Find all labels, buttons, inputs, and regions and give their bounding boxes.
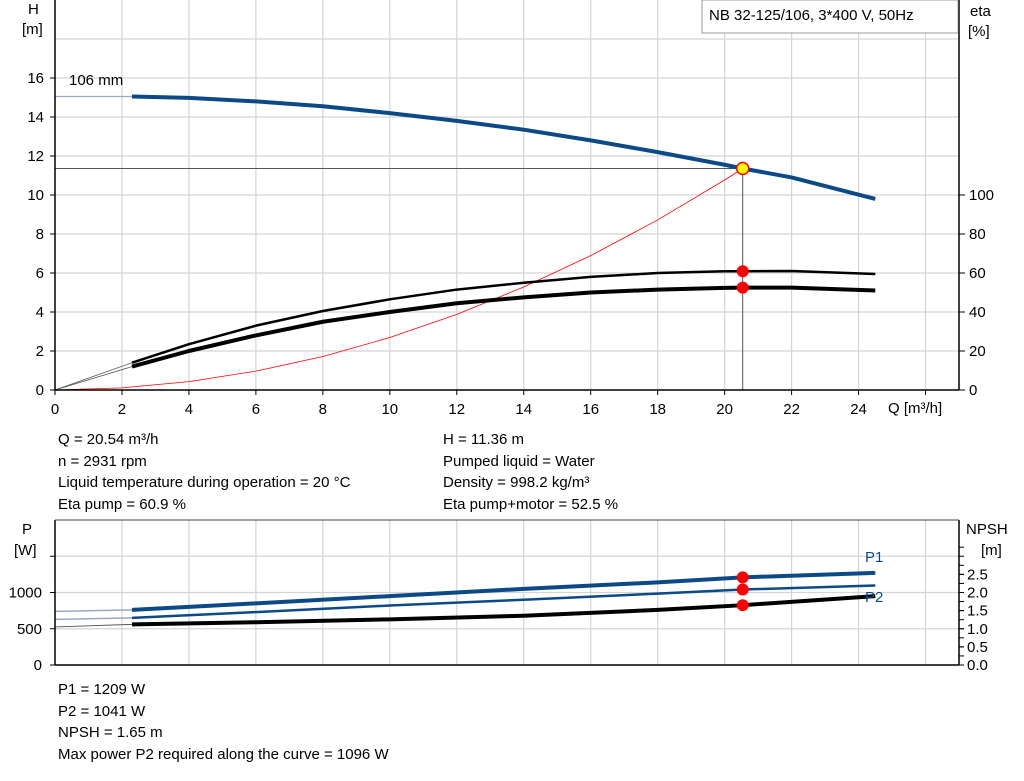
eta-pump-motor-duty-marker xyxy=(736,281,749,294)
npsh-tick-label: 0.5 xyxy=(967,639,988,656)
eta-pump-duty-marker xyxy=(736,265,749,278)
top-grid xyxy=(55,0,959,390)
q-axis-label: Q [m³/h] xyxy=(888,400,942,417)
info-liquid: Pumped liquid = Water xyxy=(443,452,595,470)
info-npsh: NPSH = 1.65 m xyxy=(58,724,163,741)
p1-duty-marker xyxy=(736,571,749,584)
npsh-axis-label: NPSH xyxy=(966,521,1008,538)
axes: 0 2 4 6 8 10 12 14 16 18 20 22 240246810121416020406… xyxy=(9,0,994,674)
eta-tick-label: 100 xyxy=(969,187,994,204)
info-eta-pump-motor: Eta pump+motor = 52.5 % xyxy=(443,495,619,513)
p-tick-label: 1000 xyxy=(9,585,42,602)
eta-tick-label: 20 xyxy=(969,343,986,360)
p2-extension xyxy=(54,617,133,621)
p-tick-label: 500 xyxy=(17,621,42,638)
x-tick-label: 14 xyxy=(515,401,532,418)
eta-tick-label: 80 xyxy=(969,226,986,243)
eta-tick-label: 40 xyxy=(969,304,986,321)
p2-series-label: P2 xyxy=(865,589,883,606)
x-tick-label: 20 xyxy=(716,401,733,418)
eta-axis-unit: [%] xyxy=(968,23,990,40)
info-p1: P1 = 1209 W xyxy=(58,681,146,698)
p1-extension xyxy=(54,609,133,613)
info-top-left: Q = 20.54 m³/h n = 2931 rpm Liquid tempe… xyxy=(58,429,350,515)
x-tick-label: 12 xyxy=(448,401,465,418)
impeller-label: 106 mm xyxy=(69,72,123,89)
x-tick-label: 0 xyxy=(51,401,59,418)
p-tick-label: 0 xyxy=(34,657,42,674)
head-duty-marker xyxy=(735,161,750,176)
h-tick-label: 0 xyxy=(36,382,44,399)
x-tick-label: 24 xyxy=(850,401,867,418)
npsh-axis-unit: [m] xyxy=(981,542,1002,559)
info-p2: P2 = 1041 W xyxy=(58,702,146,720)
title-box: NB 32-125/106, 3*400 V, 50Hz xyxy=(701,0,959,34)
info-top-right: H = 11.36 m Pumped liquid = Water Densit… xyxy=(443,429,618,515)
h-tick-label: 12 xyxy=(27,148,44,165)
x-tick-label: 6 xyxy=(252,401,260,418)
npsh-tick-label: 2.0 xyxy=(967,585,988,602)
chart-marks xyxy=(54,94,876,628)
x-tick-label: 22 xyxy=(783,401,800,418)
eta-tick-label: 60 xyxy=(969,265,986,282)
info-speed: n = 2931 rpm xyxy=(58,452,147,470)
p-axis-label: P xyxy=(22,521,32,538)
head-curve xyxy=(131,94,876,201)
eta-pump-motor-curve xyxy=(131,285,876,369)
h-tick-label: 10 xyxy=(27,187,44,204)
chart-title: NB 32-125/106, 3*400 V, 50Hz xyxy=(709,7,914,24)
npsh-tick-label: 1.5 xyxy=(967,603,988,620)
info-eta-pump: Eta pump = 60.9 % xyxy=(58,495,186,513)
h-tick-label: 6 xyxy=(36,265,44,282)
info-head: H = 11.36 m xyxy=(443,431,525,448)
npsh-tick-label: 0.0 xyxy=(967,657,988,674)
x-tick-label: 16 xyxy=(582,401,599,418)
x-tick-label: 8 xyxy=(319,401,327,418)
x-tick-label: 2 xyxy=(118,401,126,418)
info-bottom: P1 = 1209 W P2 = 1041 W NPSH = 1.65 m Ma… xyxy=(58,679,389,765)
h-tick-label: 4 xyxy=(36,304,44,321)
npsh-tick-label: 1.0 xyxy=(967,621,988,638)
npsh-extension xyxy=(54,623,133,628)
h-tick-label: 8 xyxy=(36,226,44,243)
p2-duty-marker xyxy=(736,583,749,596)
info-temperature: Liquid temperature during operation = 20… xyxy=(58,474,351,491)
eta-axis-label: eta xyxy=(970,3,992,20)
h-axis-unit: [m] xyxy=(22,21,43,38)
eta-pump-extension xyxy=(54,362,133,391)
eta-pump-motor-extension xyxy=(54,366,133,391)
npsh-duty-marker xyxy=(736,599,749,612)
p-axis-unit: [W] xyxy=(14,542,37,559)
h-tick-label: 2 xyxy=(36,343,44,360)
eta-tick-label: 0 xyxy=(969,382,977,399)
h-tick-label: 16 xyxy=(27,70,44,87)
eta-pump-curve xyxy=(131,269,876,364)
info-density: Density = 998.2 kg/m³ xyxy=(443,474,590,491)
x-tick-label: 10 xyxy=(381,401,398,418)
h-axis-label: H xyxy=(28,1,39,18)
p1-series-label: P1 xyxy=(865,549,883,566)
bottom-grid xyxy=(55,520,959,665)
info-flow: Q = 20.54 m³/h xyxy=(58,431,159,448)
system-curve xyxy=(54,168,743,391)
x-tick-label: 4 xyxy=(185,401,193,418)
x-tick-label: 18 xyxy=(649,401,666,418)
h-tick-label: 14 xyxy=(27,109,44,126)
info-max-p2: Max power P2 required along the curve = … xyxy=(58,745,389,763)
npsh-tick-label: 2.5 xyxy=(967,566,988,583)
